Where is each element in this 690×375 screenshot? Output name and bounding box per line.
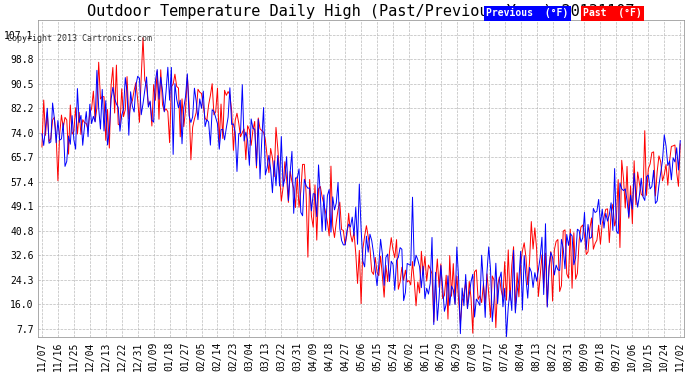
Text: Previous  (°F): Previous (°F) <box>486 8 569 18</box>
Text: Copyright 2013 Cartronics.com: Copyright 2013 Cartronics.com <box>7 34 152 43</box>
Title: Outdoor Temperature Daily High (Past/Previous Year) 20131107: Outdoor Temperature Daily High (Past/Pre… <box>88 4 635 19</box>
Text: Past  (°F): Past (°F) <box>583 8 642 18</box>
